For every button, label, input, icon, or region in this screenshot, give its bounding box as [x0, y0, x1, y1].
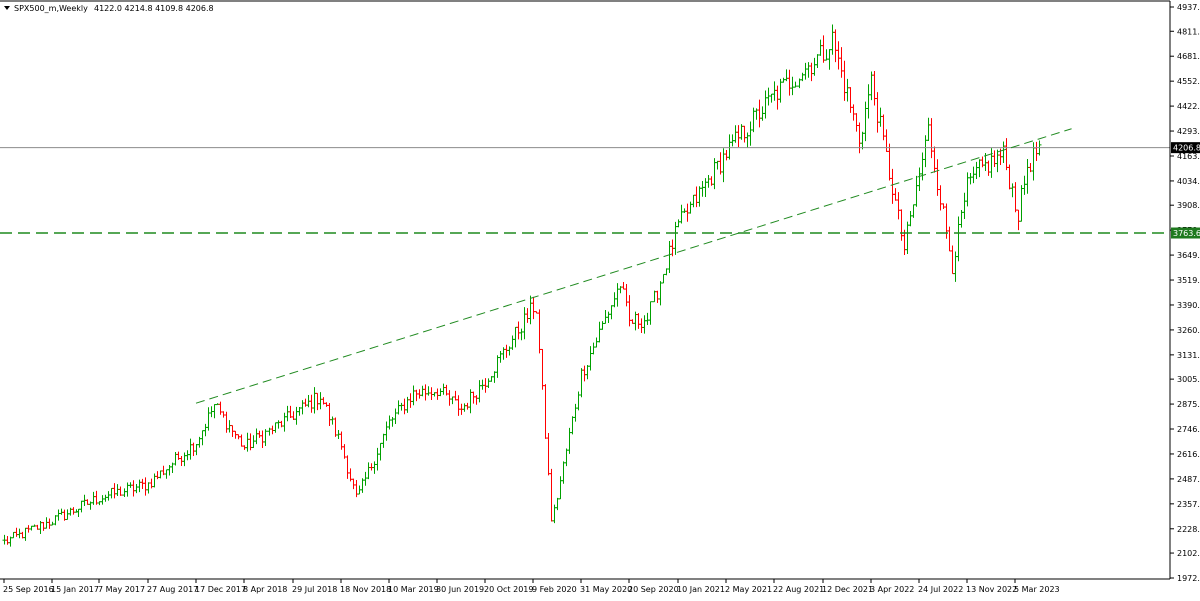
price-tick-label: 3649.0 — [1177, 251, 1200, 260]
ohlc-bar — [263, 429, 268, 447]
time-tick-label: 5 Mar 2023 — [1014, 585, 1060, 594]
support-level-label: 3763.6 — [1171, 227, 1200, 239]
price-tick-label: 2357.5 — [1177, 500, 1200, 509]
time-tick-label: 7 May 2017 — [98, 585, 145, 594]
time-tick-label: 20 Oct 2019 — [484, 585, 533, 594]
price-tick-label: 4681.5 — [1177, 52, 1200, 61]
price-tick-label: 2102.0 — [1177, 549, 1200, 558]
ohlc-bar — [648, 301, 653, 325]
price-tick-label: 2487.0 — [1177, 475, 1200, 484]
time-tick-label: 18 Nov 2018 — [340, 585, 391, 594]
symbol-timeframe-label: SPX500_m,Weekly — [14, 4, 88, 13]
time-tick-label: 27 Aug 2017 — [147, 585, 198, 594]
price-tick-label: 4937.0 — [1177, 3, 1200, 12]
collapse-triangle-icon[interactable] — [4, 6, 10, 10]
time-tick-label: 13 Nov 2022 — [966, 585, 1017, 594]
price-tick-label: 4163.5 — [1177, 152, 1200, 161]
price-tick-label: 2746.0 — [1177, 425, 1200, 434]
ohlc-bar — [118, 486, 123, 496]
time-tick-label: 15 Jan 2017 — [51, 585, 99, 594]
ohlc-values-label: 4122.0 4214.8 4109.8 4206.8 — [94, 4, 214, 13]
last-price-label: 4206.8 — [1171, 142, 1200, 154]
support-level-label-text: 3763.6 — [1173, 229, 1200, 238]
time-tick-label: 22 Aug 2021 — [773, 585, 824, 594]
price-tick-label: 4293.0 — [1177, 127, 1200, 136]
time-tick-label: 8 Apr 2018 — [243, 585, 287, 594]
support-level-label-bg — [1171, 227, 1200, 239]
time-tick-label: 17 Dec 2017 — [195, 585, 246, 594]
price-tick-label: 2616.5 — [1177, 450, 1200, 459]
last-price-label-text: 4206.8 — [1173, 144, 1200, 153]
time-tick-label: 25 Sep 2016 — [3, 585, 54, 594]
time-tick-label: 2 May 2021 — [725, 585, 772, 594]
price-tick-label: 2875.5 — [1177, 400, 1200, 409]
time-tick-label: 29 Jul 2018 — [292, 585, 337, 594]
price-tick-label: 3519.5 — [1177, 276, 1200, 285]
price-axis[interactable]: 4937.0 4811.0 4681.5 4552.0 4422.5 4293.0 4163… — [0, 0, 1200, 583]
time-tick-label: 3 Apr 2022 — [870, 585, 914, 594]
time-tick-label: 10 Mar 2019 — [388, 585, 439, 594]
price-tick-label: 1972.5 — [1177, 574, 1200, 583]
price-tick-label: 3908.0 — [1177, 201, 1200, 210]
time-tick-label: 12 Dec 2021 — [822, 585, 873, 594]
price-tick-label: 4422.5 — [1177, 102, 1200, 111]
time-tick-label: 20 Sep 2020 — [628, 585, 679, 594]
time-tick-label: 30 Jun 2019 — [436, 585, 484, 594]
time-tick-label: 9 Feb 2020 — [532, 585, 577, 594]
price-tick-label: 3390.0 — [1177, 301, 1200, 310]
time-tick-label: 31 May 2020 — [580, 585, 632, 594]
time-tick-label: 24 Jul 2022 — [918, 585, 963, 594]
last-price-label-bg — [1171, 142, 1200, 154]
price-tick-label: 3260.5 — [1177, 326, 1200, 335]
price-tick-label: 2228.0 — [1177, 525, 1200, 534]
trendline[interactable] — [195, 128, 1072, 404]
price-tick-label: 4811.0 — [1177, 27, 1200, 36]
price-tick-label: 4552.0 — [1177, 77, 1200, 86]
price-tick-label: 3131.0 — [1177, 351, 1200, 360]
time-tick-label: 10 Jan 2021 — [677, 585, 725, 594]
price-tick-label: 3005.0 — [1177, 375, 1200, 384]
price-bars — [2, 24, 1042, 547]
ohlc-bar — [793, 81, 798, 88]
chart-header: SPX500_m,Weekly 4122.0 4214.8 4109.8 420… — [4, 4, 214, 13]
price-tick-label: 4034.0 — [1177, 177, 1200, 186]
drawn-lines[interactable] — [0, 128, 1170, 404]
